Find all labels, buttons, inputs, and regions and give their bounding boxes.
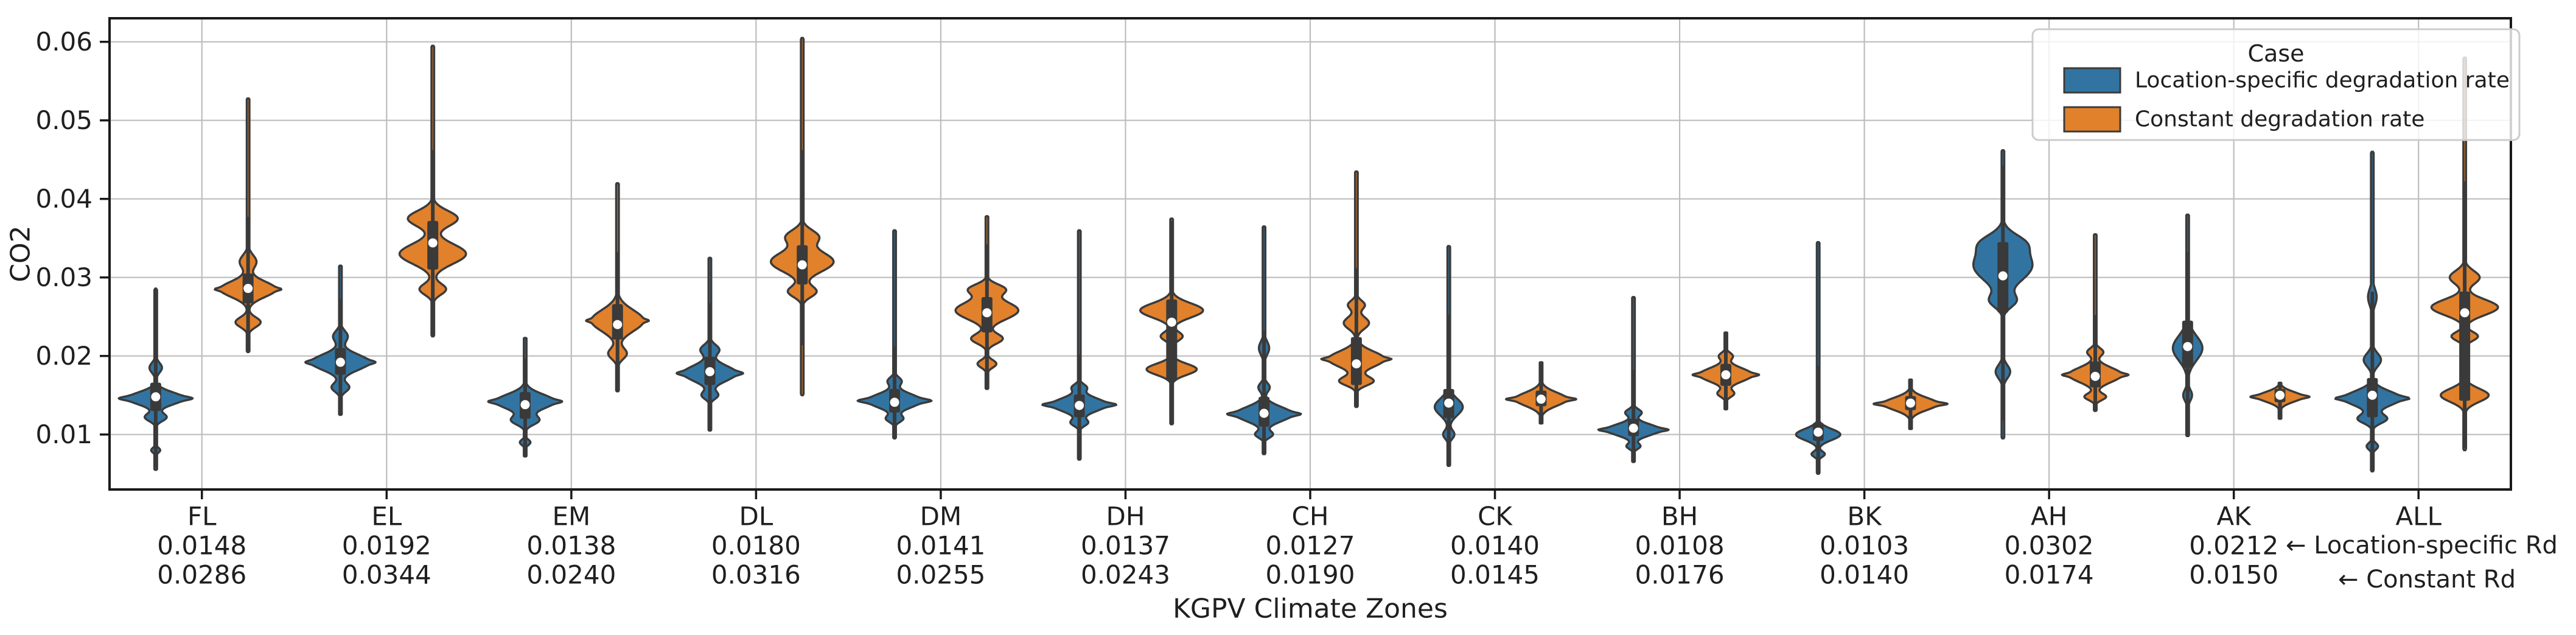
rd-constant-DL: 0.0316	[711, 560, 801, 590]
median-dot-constant-BK	[1906, 398, 1915, 408]
series-constant	[214, 37, 2499, 452]
y-tick-label: 0.02	[35, 341, 92, 371]
rd-constant-AH: 0.0174	[2005, 560, 2094, 590]
median-dot-location-specific-CH	[1259, 409, 1269, 418]
x-tick-zone-CK: CK	[1478, 502, 1513, 532]
median-dot-constant-AH	[2090, 371, 2100, 381]
rd-constant-BK: 0.0140	[1820, 560, 1909, 590]
x-tick-zone-AH: AH	[2031, 502, 2067, 532]
x-tick-zone-EL: EL	[371, 502, 402, 532]
median-dot-constant-BH	[1721, 370, 1731, 380]
x-tick-zone-DM: DM	[920, 502, 962, 532]
median-dot-constant-DM	[982, 308, 992, 318]
rd-constant-FL: 0.0286	[157, 560, 246, 590]
rd-constant-CH: 0.0190	[1266, 560, 1355, 590]
rd-location-specific-DM: 0.0141	[896, 531, 985, 561]
x-tick-zone-BK: BK	[1847, 502, 1882, 532]
median-dot-constant-CK	[1536, 395, 1546, 404]
median-dot-location-specific-EL	[335, 357, 345, 367]
annotation-location-specific-rd: ← Location-specific Rd	[2286, 532, 2558, 560]
x-tick-zone-BH: BH	[1661, 502, 1698, 532]
rd-location-specific-BH: 0.0108	[1635, 531, 1725, 561]
median-dot-constant-DL	[797, 260, 807, 270]
legend-label-constant: Constant degradation rate	[2135, 107, 2424, 132]
iqr-box-constant-DH	[1166, 299, 1178, 381]
y-tick-label: 0.03	[35, 262, 92, 292]
median-dot-constant-CH	[1352, 359, 1361, 369]
legend-title: Case	[2248, 40, 2305, 67]
annotation-constant-rd: ← Constant Rd	[2338, 566, 2516, 594]
rd-location-specific-EL: 0.0192	[342, 531, 431, 561]
median-dot-location-specific-EM	[520, 400, 530, 410]
legend-swatch-constant	[2063, 106, 2121, 133]
iqr-box-constant-ALL	[2459, 291, 2471, 401]
median-dot-location-specific-BH	[1628, 423, 1638, 433]
rd-location-specific-AH: 0.0302	[2005, 531, 2094, 561]
legend-box	[2031, 28, 2521, 141]
median-dot-location-specific-FL	[151, 392, 161, 402]
x-tick-zone-FL: FL	[187, 502, 217, 532]
rd-location-specific-FL: 0.0148	[157, 531, 246, 561]
rd-constant-DH: 0.0243	[1081, 560, 1170, 590]
median-dot-location-specific-CK	[1444, 398, 1454, 408]
series-location-specific	[117, 149, 2410, 475]
legend-swatch-location-specific	[2063, 67, 2121, 94]
y-tick-label: 0.05	[35, 105, 92, 135]
legend-label-location-specific: Location-specific degradation rate	[2135, 68, 2510, 93]
violin-location-specific-DH	[1041, 229, 1118, 461]
x-tick-zone-DL: DL	[739, 502, 773, 532]
median-dot-constant-EM	[613, 320, 623, 329]
median-dot-constant-EL	[428, 238, 438, 248]
rd-constant-CK: 0.0145	[1450, 560, 1540, 590]
x-tick-zone-AK: AK	[2217, 502, 2252, 532]
median-dot-location-specific-DM	[890, 398, 899, 407]
rd-location-specific-CK: 0.0140	[1450, 531, 1540, 561]
rd-constant-EL: 0.0344	[342, 560, 431, 590]
rd-location-specific-DL: 0.0180	[711, 531, 801, 561]
rd-constant-EM: 0.0240	[526, 560, 616, 590]
rd-location-specific-AK: 0.0212	[2189, 531, 2278, 561]
rd-location-specific-DH: 0.0137	[1081, 531, 1170, 561]
median-dot-constant-ALL	[2460, 308, 2470, 318]
median-dot-location-specific-BK	[1813, 427, 1823, 437]
x-axis-label: KGPV Climate Zones	[1173, 594, 1448, 625]
y-tick-label: 0.06	[35, 27, 92, 57]
rd-constant-DM: 0.0255	[896, 560, 985, 590]
x-tick-zone-ALL: ALL	[2395, 502, 2442, 532]
median-dot-location-specific-DH	[1075, 401, 1084, 410]
rd-constant-BH: 0.0176	[1635, 560, 1725, 590]
rd-location-specific-EM: 0.0138	[526, 531, 616, 561]
rd-location-specific-CH: 0.0127	[1266, 531, 1355, 561]
y-axis-label: CO2	[5, 225, 37, 282]
x-tick-zone-CH: CH	[1292, 502, 1329, 532]
rd-location-specific-BK: 0.0103	[1820, 531, 1909, 561]
median-dot-constant-AK	[2275, 390, 2285, 400]
median-dot-constant-FL	[243, 284, 253, 293]
median-dot-constant-DH	[1167, 317, 1176, 327]
x-tick-zone-DH: DH	[1106, 502, 1145, 532]
x-tick-zone-EM: EM	[552, 502, 590, 532]
median-dot-location-specific-ALL	[2367, 390, 2377, 400]
y-tick-label: 0.04	[35, 184, 92, 214]
median-dot-location-specific-AH	[1998, 271, 2008, 281]
median-dot-location-specific-AK	[2183, 342, 2193, 351]
y-tick-label: 0.01	[35, 419, 92, 449]
grid	[110, 18, 2511, 489]
median-dot-location-specific-DL	[705, 367, 714, 376]
rd-constant-AK: 0.0150	[2189, 560, 2278, 590]
